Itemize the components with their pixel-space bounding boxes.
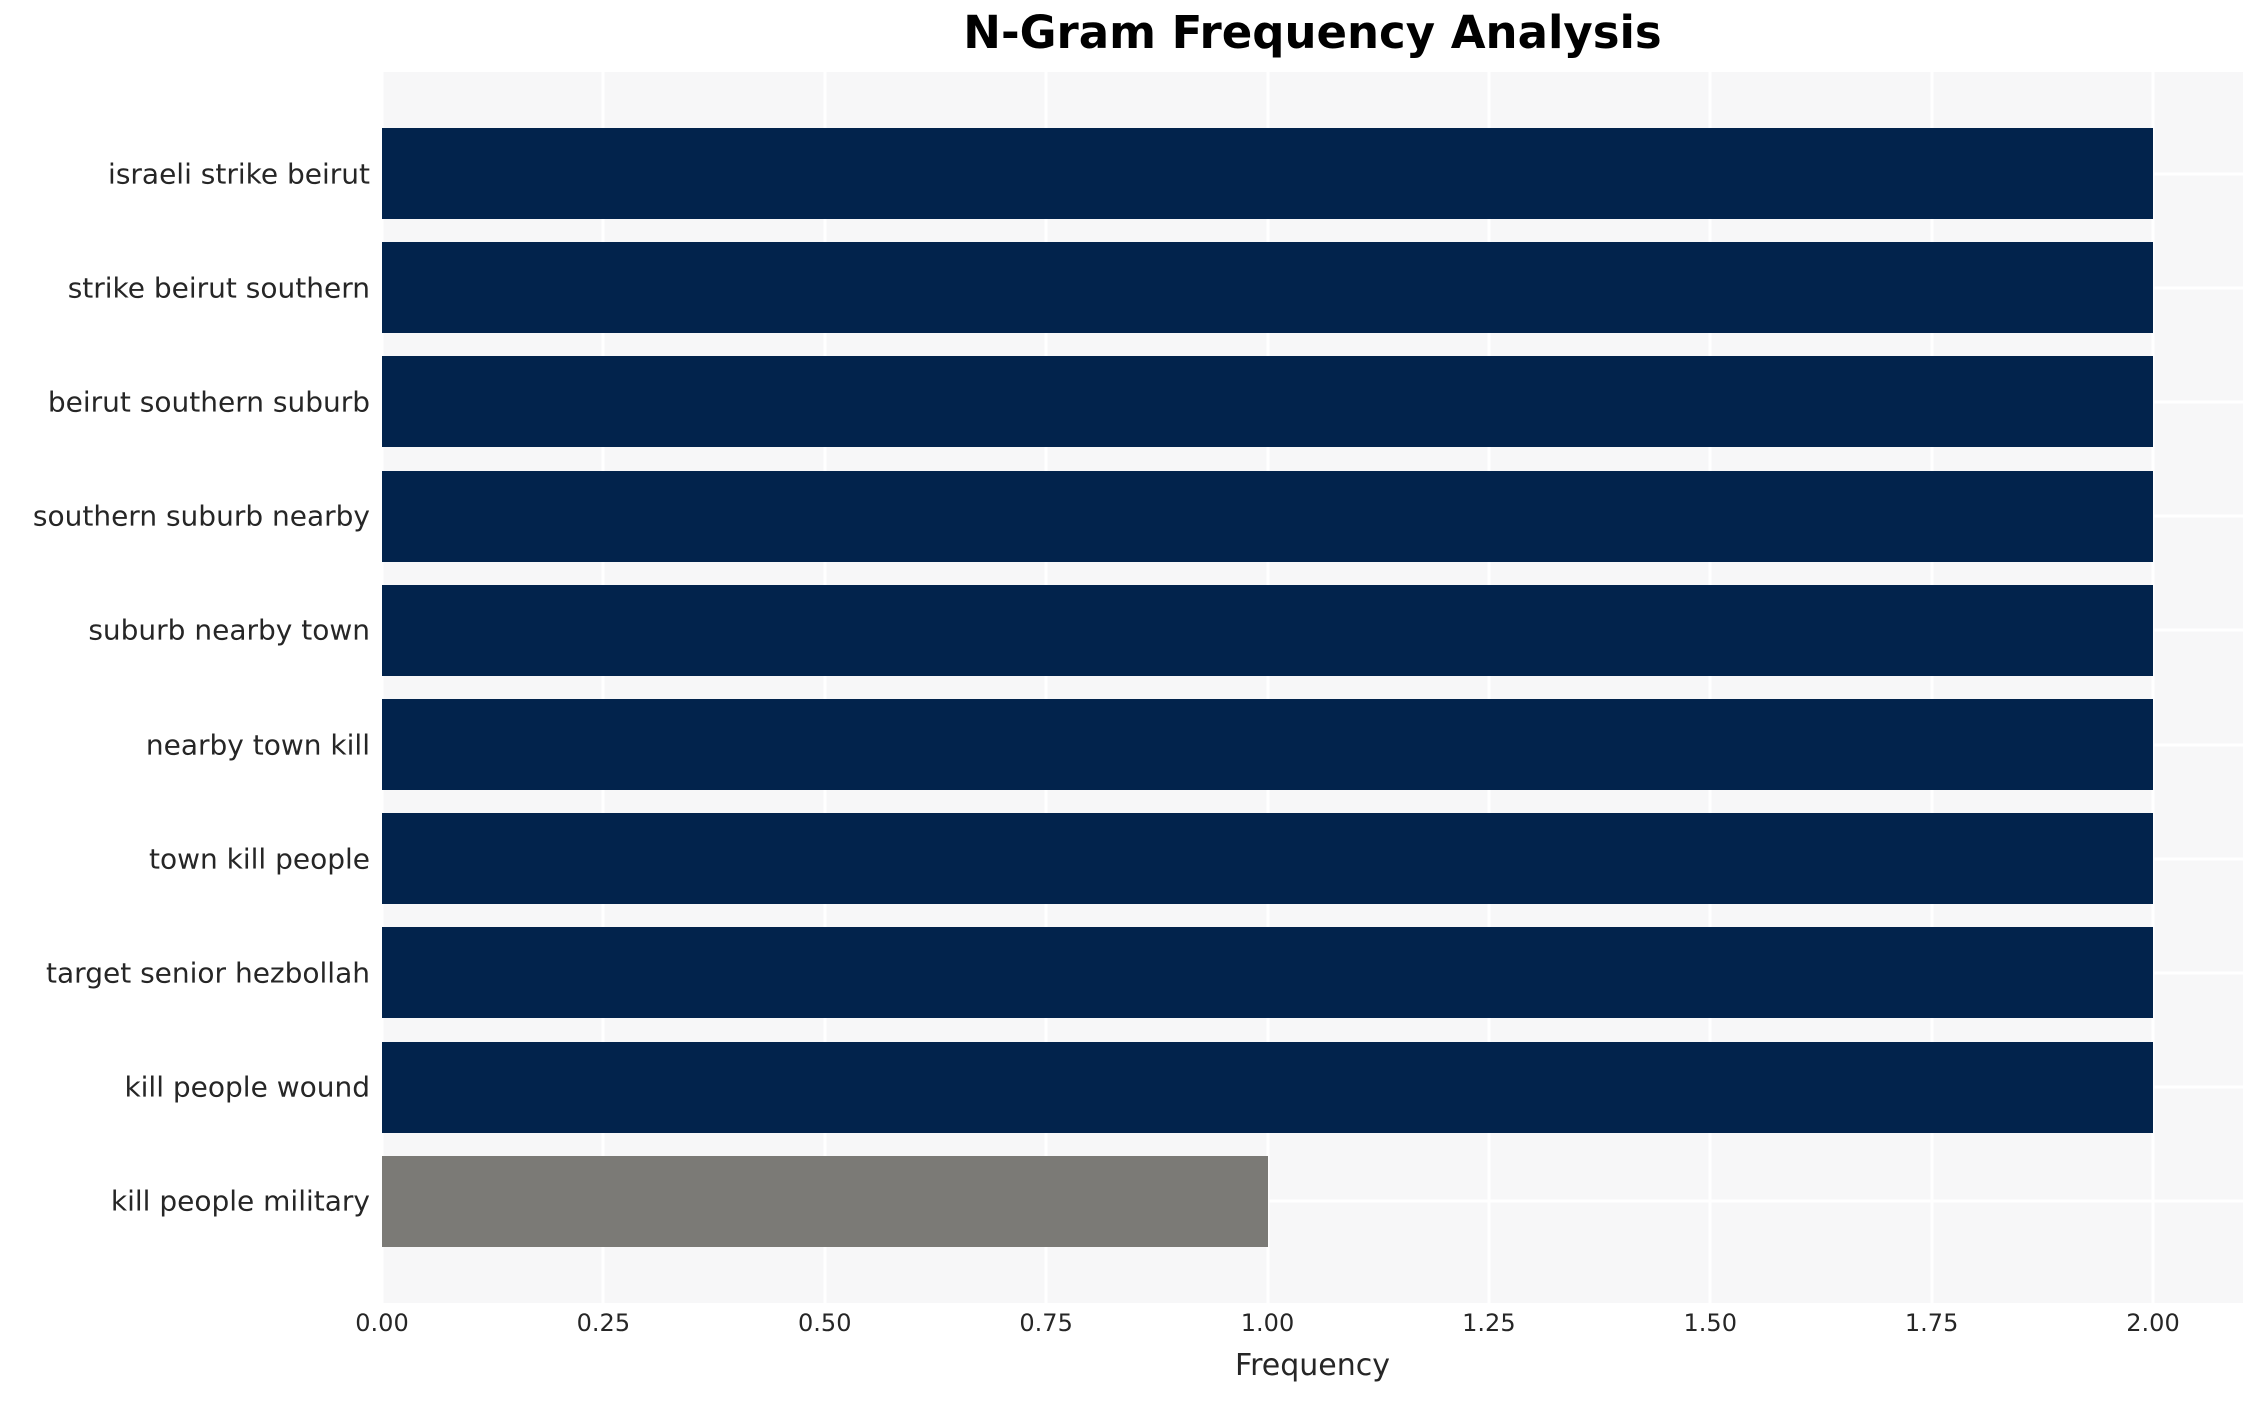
chart-title: N-Gram Frequency Analysis — [963, 6, 1662, 59]
x-tick-label-1.75: 1.75 — [1904, 1309, 1959, 1337]
gridline-vertical — [601, 72, 605, 1303]
y-tick-label-strike-beirut-southern: strike beirut southern — [67, 271, 370, 305]
y-tick-label-suburb-nearby-town: suburb nearby town — [88, 613, 370, 647]
bar-suburb-nearby-town — [382, 584, 2153, 676]
bar-southern-suburb-nearby — [382, 470, 2153, 562]
y-tick-label-nearby-town-kill: nearby town kill — [145, 728, 370, 761]
x-tick-label-0.75: 0.75 — [1019, 1309, 1073, 1337]
y-tick-label-target-senior-hezbollah: target senior hezbollah — [46, 956, 370, 990]
x-tick-label-0.50: 0.50 — [798, 1309, 852, 1337]
x-axis-ticks: 0.00 0.25 0.50 0.75 1.00 1.25 1.50 1.75 2.00 — [355, 1309, 2243, 1341]
gridline-vertical — [1487, 72, 1491, 1303]
bar-nearby-town-kill — [382, 699, 2153, 790]
gridline-vertical — [1930, 72, 1934, 1303]
x-tick-label-2.00: 2.00 — [2126, 1309, 2180, 1337]
y-tick-label-beirut-southern-suburb: beirut southern suburb — [47, 385, 370, 419]
gridline-vertical — [1266, 72, 1269, 1303]
gridline-vertical — [1044, 72, 1048, 1303]
bar-kill-people-wound — [382, 1041, 2153, 1133]
y-tick-label-town-kill-people: town kill people — [148, 842, 370, 876]
x-tick-label-1.50: 1.50 — [1683, 1309, 1737, 1337]
gridline-vertical — [2151, 72, 2155, 1303]
y-tick-label-israeli-strike-beirut: israeli strike beirut — [108, 157, 370, 190]
y-tick-label-kill-people-military: kill people military — [110, 1184, 370, 1218]
bar-town-kill-people — [382, 813, 2153, 905]
x-tick-label-0.25: 0.25 — [576, 1309, 631, 1337]
x-tick-label-1.25: 1.25 — [1462, 1309, 1516, 1337]
bar-beirut-southern-suburb — [382, 356, 2153, 448]
gridline-horizontal — [382, 1199, 2243, 1203]
y-tick-label-kill-people-wound: kill people wound — [124, 1070, 370, 1104]
gridline-vertical — [823, 72, 827, 1303]
x-tick-label-0.00: 0.00 — [355, 1309, 409, 1337]
bar-target-senior-hezbollah — [382, 927, 2153, 1019]
y-tick-label-southern-suburb-nearby: southern suburb nearby — [32, 499, 370, 533]
x-tick-label-1.00: 1.00 — [1240, 1309, 1295, 1337]
gridline-vertical — [1708, 72, 1712, 1303]
bar-israeli-strike-beirut — [382, 128, 2153, 219]
x-axis-title: Frequency — [1235, 1348, 1390, 1383]
bar-strike-beirut-southern — [382, 242, 2153, 334]
gridline-vertical — [380, 72, 384, 1303]
plot-area: israeli strike beirut strike beirut south… — [33, 72, 2243, 1303]
bar-kill-people-military — [382, 1155, 1268, 1247]
